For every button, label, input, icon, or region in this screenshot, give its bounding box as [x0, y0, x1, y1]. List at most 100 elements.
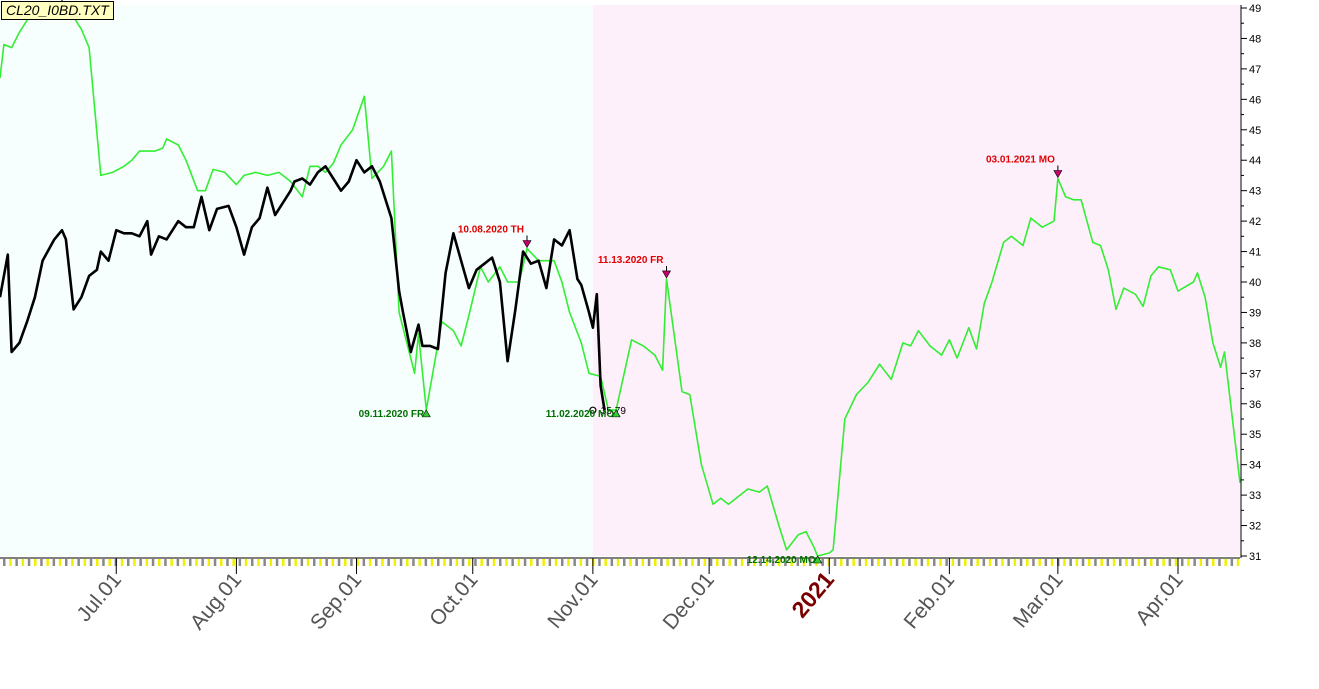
x-minor-tick — [139, 559, 142, 566]
x-minor-tick — [306, 559, 310, 566]
y-tick-label: 45 — [1249, 125, 1261, 137]
x-minor-tick — [145, 559, 149, 566]
x-minor-tick — [678, 559, 682, 566]
x-minor-tick — [1001, 559, 1004, 566]
x-minor-tick — [536, 559, 539, 566]
x-minor-tick — [1137, 559, 1141, 566]
high-annotation-label: 03.01.2021 MO — [986, 154, 1055, 165]
x-minor-tick — [1174, 559, 1178, 566]
x-minor-tick — [629, 559, 632, 566]
x-minor-tick — [300, 559, 304, 566]
x-minor-tick — [864, 559, 868, 566]
x-minor-tick — [610, 559, 614, 566]
x-minor-tick — [257, 559, 260, 566]
y-tick-label: 33 — [1249, 490, 1261, 502]
projection-background — [592, 5, 1240, 556]
x-minor-tick — [1050, 559, 1054, 566]
x-minor-tick — [567, 559, 570, 566]
x-minor-tick — [753, 559, 756, 566]
y-tick-label: 31 — [1249, 551, 1261, 563]
x-minor-tick — [871, 559, 874, 566]
x-minor-tick — [1100, 559, 1103, 566]
x-minor-tick — [530, 559, 533, 566]
x-minor-tick — [362, 559, 366, 566]
x-axis-ticks — [0, 557, 1240, 574]
x-minor-tick — [238, 559, 242, 566]
x-minor-tick — [319, 559, 322, 566]
x-minor-tick — [120, 559, 124, 566]
x-minor-tick — [995, 559, 998, 566]
x-minor-tick — [604, 559, 607, 566]
x-minor-tick — [982, 559, 986, 566]
x-minor-tick — [164, 559, 167, 566]
y-tick-label: 35 — [1249, 429, 1261, 441]
x-minor-tick — [1230, 559, 1234, 566]
x-minor-tick — [46, 559, 49, 566]
x-minor-tick — [511, 559, 514, 566]
x-minor-tick — [554, 559, 558, 566]
x-minor-tick — [1224, 559, 1227, 566]
x-minor-tick — [331, 559, 335, 566]
x-minor-tick — [220, 559, 223, 566]
x-minor-tick — [1075, 559, 1079, 566]
x-minor-tick — [685, 559, 688, 566]
x-minor-tick — [182, 559, 186, 566]
x-minor-tick — [802, 559, 806, 566]
x-minor-tick — [158, 559, 161, 566]
x-minor-tick — [1131, 559, 1134, 566]
x-tick-label: 2021 — [786, 566, 839, 622]
x-minor-tick — [356, 559, 359, 566]
x-minor-tick — [1236, 559, 1240, 566]
price-line — [0, 158, 606, 411]
x-minor-tick — [201, 559, 204, 566]
x-minor-tick — [430, 559, 434, 566]
x-minor-tick — [809, 559, 812, 566]
x-minor-tick — [195, 559, 198, 566]
x-minor-tick — [1106, 559, 1110, 566]
low-annotation-label: 12.14.2020 MO — [747, 555, 816, 566]
x-minor-tick — [1125, 559, 1128, 566]
x-minor-tick — [908, 559, 911, 566]
x-minor-tick — [368, 559, 372, 566]
x-minor-tick — [480, 559, 483, 566]
x-minor-tick — [747, 559, 750, 566]
x-minor-tick — [263, 559, 266, 566]
x-minor-tick — [1187, 559, 1190, 566]
y-tick-label: 46 — [1249, 94, 1261, 106]
x-tick-label: Dec.01 — [659, 568, 719, 634]
x-minor-tick — [1032, 559, 1035, 566]
x-axis-labels: Jul.01 Aug.01 Sep.01 Oct.01 Nov.01 Dec.01 2021… — [72, 566, 1187, 634]
x-minor-tick — [970, 559, 973, 566]
x-minor-tick — [375, 559, 378, 566]
x-minor-tick — [1044, 559, 1048, 566]
x-minor-tick — [344, 559, 347, 566]
x-minor-tick — [65, 559, 68, 566]
x-tick-label: Nov.01 — [543, 568, 602, 633]
x-minor-tick — [765, 559, 769, 566]
x-minor-tick — [660, 559, 663, 566]
x-minor-tick — [1019, 559, 1023, 566]
x-minor-tick — [579, 559, 583, 566]
x-minor-tick — [399, 559, 403, 566]
x-minor-tick — [455, 559, 459, 566]
x-minor-tick — [1081, 559, 1085, 566]
x-minor-tick — [833, 559, 837, 566]
x-minor-tick — [1168, 559, 1172, 566]
x-minor-tick — [548, 559, 552, 566]
x-minor-tick — [517, 559, 521, 566]
x-minor-tick — [170, 559, 173, 566]
x-minor-tick — [1112, 559, 1116, 566]
x-minor-tick — [1088, 559, 1091, 566]
x-minor-tick — [672, 559, 676, 566]
x-minor-tick — [759, 559, 762, 566]
x-minor-tick — [654, 559, 657, 566]
x-minor-tick — [275, 559, 279, 566]
x-minor-tick — [976, 559, 979, 566]
y-tick-label: 39 — [1249, 307, 1261, 319]
x-minor-tick — [337, 559, 341, 566]
x-minor-tick — [784, 559, 787, 566]
x-minor-tick — [1007, 559, 1010, 566]
x-tick-label: Sep.01 — [306, 568, 366, 634]
x-minor-tick — [387, 559, 390, 566]
x-minor-tick — [381, 559, 384, 566]
